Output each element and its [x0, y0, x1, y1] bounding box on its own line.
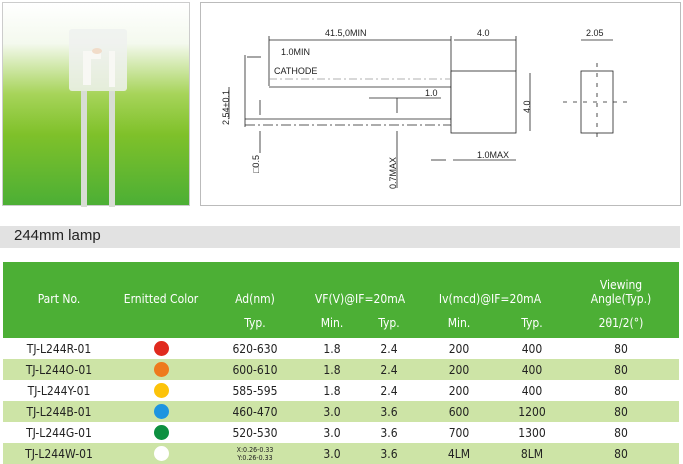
- header-iv-min: Min.: [447, 316, 471, 330]
- iv-typ: 400: [521, 383, 543, 398]
- ad-cell: 585-595: [207, 380, 303, 401]
- vf-min: 3.0: [323, 404, 341, 419]
- header-angle-line1: Viewing: [599, 278, 643, 292]
- viewing-angle: 80: [614, 446, 628, 461]
- section-title-bar: 244mm lamp: [0, 226, 680, 248]
- dim-body-width: 4.0: [477, 28, 490, 38]
- vf-min: 1.8: [323, 383, 341, 398]
- emitted-color-cell: [115, 380, 207, 401]
- ad-cell: X:0.26-0.33 Y:0.26-0.33: [207, 443, 303, 464]
- wavelength: 585-595: [232, 383, 278, 398]
- iv-min: 4LM: [447, 446, 471, 461]
- color-dot-icon: [153, 341, 169, 356]
- part-number: TJ-L244W-01: [25, 446, 93, 461]
- emitted-color-cell: [115, 443, 207, 464]
- chromaticity-x: X:0.26-0.33: [236, 445, 274, 454]
- vf-typ: 3.6: [380, 446, 398, 461]
- vf-min: 1.8: [323, 341, 341, 356]
- dim-pitch: 2.54±0.1: [221, 90, 231, 125]
- header-iv-typ: Typ.: [521, 316, 543, 330]
- table-row: TJ-L244Y-01 585-595 1.8 2.4 200 400 80: [3, 380, 679, 401]
- dim-gap: 1.0: [425, 88, 438, 98]
- header-vf: VF(V)@IF=20mA: [314, 292, 406, 306]
- ad-cell: 620-630: [207, 338, 303, 359]
- vf-typ: 3.6: [380, 404, 398, 419]
- dim-lead-max: 0.7MAX: [388, 157, 398, 189]
- wavelength: 620-630: [232, 341, 278, 356]
- table-row: TJ-L244O-01 600-610 1.8 2.4 200 400 80: [3, 359, 679, 380]
- table-row: TJ-L244B-01 460-470 3.0 3.6 600 1200 80: [3, 401, 679, 422]
- spec-table: Part No. Ernitted Color Ad(nm) VF(V)@IF=…: [3, 262, 679, 464]
- dim-standoff: 1.0MAX: [477, 150, 509, 160]
- color-dot-icon: [153, 446, 169, 461]
- dim-body-height: 4.0: [522, 100, 532, 113]
- viewing-angle: 80: [614, 341, 628, 356]
- header-iv: Iv(mcd)@IF=20mA: [438, 292, 542, 306]
- chromaticity-y: Y:0.26-0.33: [237, 453, 273, 462]
- iv-typ: 1200: [518, 404, 546, 419]
- led-lamp-image: [69, 29, 127, 207]
- viewing-angle: 80: [614, 362, 628, 377]
- iv-min: 700: [448, 425, 470, 440]
- vf-min: 3.0: [323, 425, 341, 440]
- iv-typ: 400: [521, 341, 543, 356]
- vf-min: 1.8: [323, 362, 341, 377]
- viewing-angle: 80: [614, 404, 628, 419]
- iv-typ: 8LM: [520, 446, 544, 461]
- vf-typ: 2.4: [380, 362, 398, 377]
- header-vf-typ: Typ.: [378, 316, 400, 330]
- iv-typ: 1300: [518, 425, 546, 440]
- color-dot-icon: [153, 362, 169, 377]
- emitted-color-cell: [115, 422, 207, 443]
- vf-typ: 3.6: [380, 425, 398, 440]
- ad-cell: 460-470: [207, 401, 303, 422]
- wavelength: 520-530: [232, 425, 278, 440]
- header-ad: Ad(nm): [235, 292, 275, 306]
- iv-min: 200: [448, 341, 470, 356]
- header-angle-sub: 2θ1/2(°): [598, 316, 644, 330]
- vf-typ: 2.4: [380, 341, 398, 356]
- wavelength: 460-470: [232, 404, 278, 419]
- vf-min: 3.0: [323, 446, 341, 461]
- part-number: TJ-L244O-01: [25, 362, 93, 377]
- viewing-angle: 80: [614, 383, 628, 398]
- header-angle-line2: Angle(Typ.): [590, 292, 652, 306]
- emitted-color-cell: [115, 401, 207, 422]
- wavelength: 600-610: [232, 362, 278, 377]
- table-row: TJ-L244R-01 620-630 1.8 2.4 200 400 80: [3, 338, 679, 359]
- ad-cell: 600-610: [207, 359, 303, 380]
- part-number: TJ-L244R-01: [26, 341, 92, 356]
- color-dot-icon: [153, 383, 169, 398]
- iv-typ: 400: [521, 362, 543, 377]
- dim-lead-square: □0.5: [251, 155, 261, 173]
- table-row: TJ-L244G-01 520-530 3.0 3.6 700 1300 80: [3, 422, 679, 443]
- part-number: TJ-L244Y-01: [27, 383, 91, 398]
- viewing-angle: 80: [614, 425, 628, 440]
- header-angle: Viewing Angle(Typ.): [563, 262, 679, 308]
- part-number: TJ-L244G-01: [26, 425, 92, 440]
- vf-typ: 2.4: [380, 383, 398, 398]
- iv-min: 200: [448, 383, 470, 398]
- header-ad-typ: Typ.: [244, 316, 266, 330]
- header-vf-min: Min.: [320, 316, 344, 330]
- dimension-drawing: 41.5,0MIN 4.0 1.0MIN CATHODE 1.0 2.05 1.…: [200, 2, 681, 206]
- led-product-photo: [2, 2, 190, 207]
- emitted-color-cell: [115, 359, 207, 380]
- header-color: Ernitted Color: [123, 292, 199, 306]
- header-part: Part No.: [37, 292, 81, 306]
- dim-side-width: 2.05: [586, 28, 604, 38]
- emitted-color-cell: [115, 338, 207, 359]
- iv-min: 600: [448, 404, 470, 419]
- ad-cell: 520-530: [207, 422, 303, 443]
- color-dot-icon: [153, 404, 169, 419]
- dim-length: 41.5,0MIN: [325, 28, 367, 38]
- part-number: TJ-L244B-01: [26, 404, 92, 419]
- cathode-label: CATHODE: [274, 66, 317, 76]
- section-title: 244mm lamp: [14, 227, 101, 244]
- dim-lead-offset: 1.0MIN: [281, 47, 310, 57]
- iv-min: 200: [448, 362, 470, 377]
- color-dot-icon: [153, 425, 169, 440]
- table-row: TJ-L244W-01 X:0.26-0.33 Y:0.26-0.33 3.0 3…: [3, 443, 679, 464]
